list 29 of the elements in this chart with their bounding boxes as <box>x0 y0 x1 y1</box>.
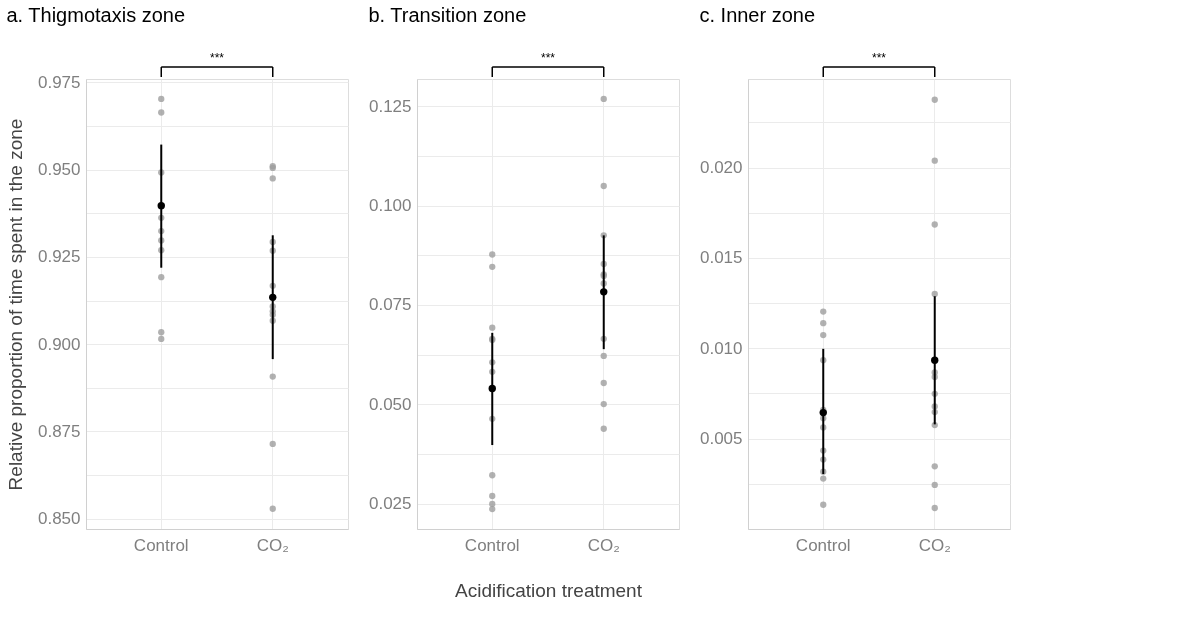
y-tick-label: 0.025 <box>368 494 412 514</box>
y-tick-label: 0.050 <box>368 394 412 414</box>
x-tick-label: Control <box>133 535 189 555</box>
y-tick-label: 0.015 <box>699 248 743 268</box>
y-tick-label: 0.950 <box>37 160 81 180</box>
y-tick-label: 0.100 <box>368 196 412 216</box>
text: *** <box>209 51 225 65</box>
y-tick-label: 0.875 <box>37 421 81 441</box>
text: *** <box>540 51 556 65</box>
y-tick-label: 0.925 <box>37 247 81 267</box>
x-tick-label: CO₂ <box>918 535 951 555</box>
y-tick-label: 0.975 <box>37 72 81 92</box>
y-tick-label: 0.900 <box>37 334 81 354</box>
x-tick-label: CO₂ <box>587 535 620 555</box>
y-tick-label: 0.850 <box>37 509 81 529</box>
x-axis-title: Acidification treatment <box>455 579 643 601</box>
y-axis-title: Relative proportion of time spent in the zone <box>4 118 26 491</box>
y-tick-label: 0.010 <box>699 338 743 358</box>
y-tick-label: 0.005 <box>699 429 743 449</box>
y-tick-label: 0.075 <box>368 295 412 315</box>
x-tick-label: Control <box>464 535 520 555</box>
chart-title: c. Inner zone <box>699 4 816 26</box>
chart-title: b. Transition zone <box>368 4 527 26</box>
text: *** <box>871 51 887 65</box>
x-tick-label: CO₂ <box>256 535 289 555</box>
x-tick-label: Control <box>795 535 851 555</box>
chart-title: a. Thigmotaxis zone <box>6 4 186 26</box>
y-tick-label: 0.020 <box>699 158 743 178</box>
y-tick-label: 0.125 <box>368 96 412 116</box>
